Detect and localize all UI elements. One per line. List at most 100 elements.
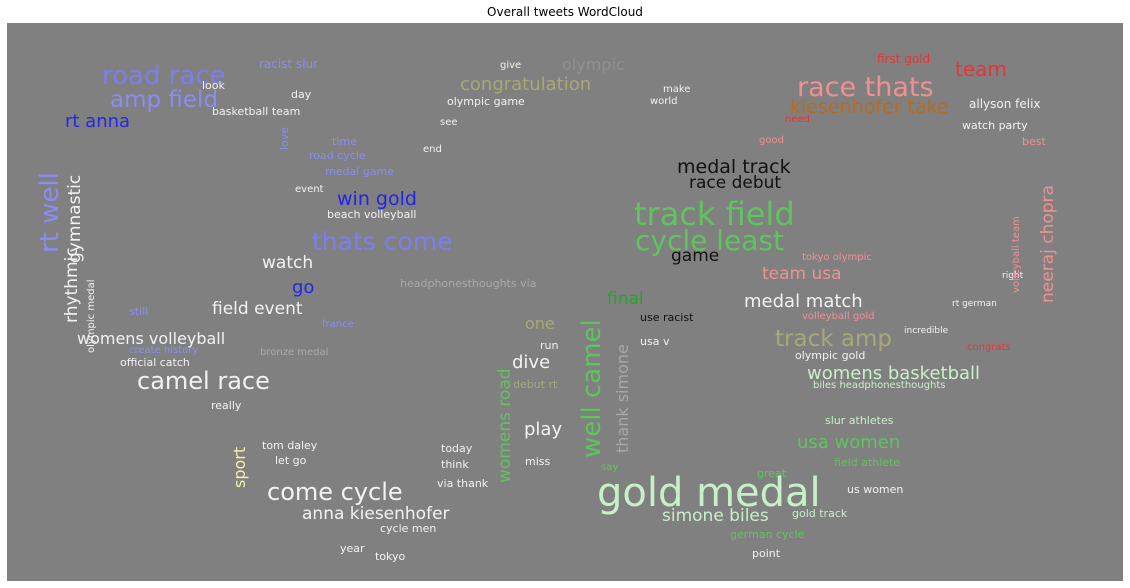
word: rt german bbox=[952, 299, 997, 309]
word: tom daley bbox=[262, 439, 318, 452]
word: france bbox=[322, 319, 354, 330]
chart-title: Overall tweets WordCloud bbox=[487, 5, 643, 19]
word: need bbox=[785, 114, 810, 125]
word: time bbox=[332, 135, 357, 148]
word: anna kiesenhofer bbox=[302, 504, 450, 524]
word: point bbox=[752, 547, 781, 560]
word: watch party bbox=[962, 119, 1028, 132]
word: game bbox=[671, 246, 720, 266]
vertical-word: womens road bbox=[495, 368, 515, 483]
word: congrats bbox=[967, 342, 1011, 353]
vertical-word: well camel bbox=[577, 319, 607, 458]
word: medal game bbox=[325, 165, 394, 178]
word: play bbox=[524, 419, 563, 440]
vertical-word: olympic medal bbox=[86, 279, 97, 353]
word: olympic game bbox=[447, 95, 525, 108]
word: year bbox=[340, 542, 365, 555]
vertical-word: sport bbox=[230, 446, 249, 488]
word: cycle least bbox=[635, 224, 784, 257]
word: best bbox=[1022, 135, 1046, 148]
word: slur athletes bbox=[825, 414, 894, 427]
word: say bbox=[601, 462, 619, 473]
word: basketball team bbox=[212, 105, 301, 118]
word: world bbox=[650, 96, 678, 107]
word: day bbox=[291, 88, 312, 101]
word: dive bbox=[512, 352, 551, 373]
word: biles headphonesthoughts bbox=[813, 380, 946, 391]
word: one bbox=[525, 314, 555, 333]
word: medal track bbox=[677, 156, 791, 178]
word: camel race bbox=[137, 367, 270, 395]
word: gold track bbox=[792, 507, 848, 520]
word: beach volleyball bbox=[327, 208, 417, 221]
word: track amp bbox=[775, 326, 892, 352]
word: volleyball gold bbox=[802, 311, 875, 322]
word: bronze medal bbox=[260, 347, 329, 358]
word: watch bbox=[262, 253, 314, 273]
word: first gold bbox=[877, 52, 931, 66]
word: simone biles bbox=[662, 506, 769, 526]
word: make bbox=[663, 84, 691, 95]
word: womens volleyball bbox=[77, 329, 226, 348]
vertical-word: love bbox=[278, 126, 291, 150]
word: official catch bbox=[120, 356, 190, 369]
word: allyson felix bbox=[969, 97, 1041, 111]
word: german cycle bbox=[730, 528, 805, 541]
word: good bbox=[759, 135, 784, 146]
word: end bbox=[423, 144, 442, 155]
word: think bbox=[441, 458, 469, 471]
word: racist slur bbox=[259, 57, 319, 71]
word: event bbox=[295, 184, 324, 195]
word: create history bbox=[129, 345, 199, 356]
word: womens basketball bbox=[807, 363, 981, 384]
wordcloud-canvas: road race amp field rt anna racist slur look… bbox=[7, 23, 1123, 581]
word: field event bbox=[212, 299, 303, 319]
word: headphonesthoughts via bbox=[400, 277, 537, 290]
vertical-word: rt well bbox=[35, 172, 65, 253]
word: run bbox=[540, 339, 559, 352]
word: give bbox=[500, 60, 522, 71]
word: field athlete bbox=[834, 456, 901, 469]
word: see bbox=[440, 117, 458, 128]
vertical-word: volleyball team bbox=[1011, 216, 1022, 293]
word: olympic bbox=[562, 55, 625, 74]
word: really bbox=[211, 399, 242, 412]
word: great bbox=[757, 467, 787, 480]
word: look bbox=[202, 79, 225, 92]
vertical-word: thank simone bbox=[613, 344, 632, 453]
word: come cycle bbox=[267, 478, 403, 506]
word: race thats bbox=[797, 72, 934, 103]
word: rt anna bbox=[65, 111, 131, 132]
word: still bbox=[129, 305, 149, 318]
word: road race bbox=[102, 61, 226, 91]
word: medal match bbox=[744, 291, 863, 312]
word: debut rt bbox=[513, 378, 558, 391]
word: usa v bbox=[640, 335, 670, 348]
word: let go bbox=[275, 454, 307, 467]
word: miss bbox=[525, 455, 551, 468]
word: cycle men bbox=[380, 522, 437, 535]
word: kiesenhofer take bbox=[790, 96, 949, 118]
word: road cycle bbox=[309, 149, 366, 162]
word: congratulation bbox=[460, 74, 592, 95]
vertical-word: gymnastic bbox=[65, 174, 85, 263]
word: team usa bbox=[762, 264, 842, 284]
word: go bbox=[292, 277, 315, 298]
word: via thank bbox=[437, 477, 489, 490]
word: amp field bbox=[110, 87, 219, 113]
word: olympic gold bbox=[795, 349, 866, 362]
word: incredible bbox=[904, 326, 949, 336]
vertical-word: neeraj chopra bbox=[1038, 185, 1058, 303]
word: track field bbox=[634, 195, 795, 233]
word: tokyo olympic bbox=[802, 252, 872, 263]
word: right bbox=[1002, 271, 1024, 281]
word: thats come bbox=[312, 227, 453, 256]
word: gold medal bbox=[597, 470, 821, 516]
word: usa women bbox=[797, 432, 901, 453]
word: team bbox=[955, 57, 1007, 81]
word: final bbox=[607, 289, 644, 309]
word: use racist bbox=[640, 311, 694, 324]
word: tokyo bbox=[375, 550, 406, 563]
word: win gold bbox=[337, 188, 417, 210]
word: today bbox=[441, 442, 473, 455]
